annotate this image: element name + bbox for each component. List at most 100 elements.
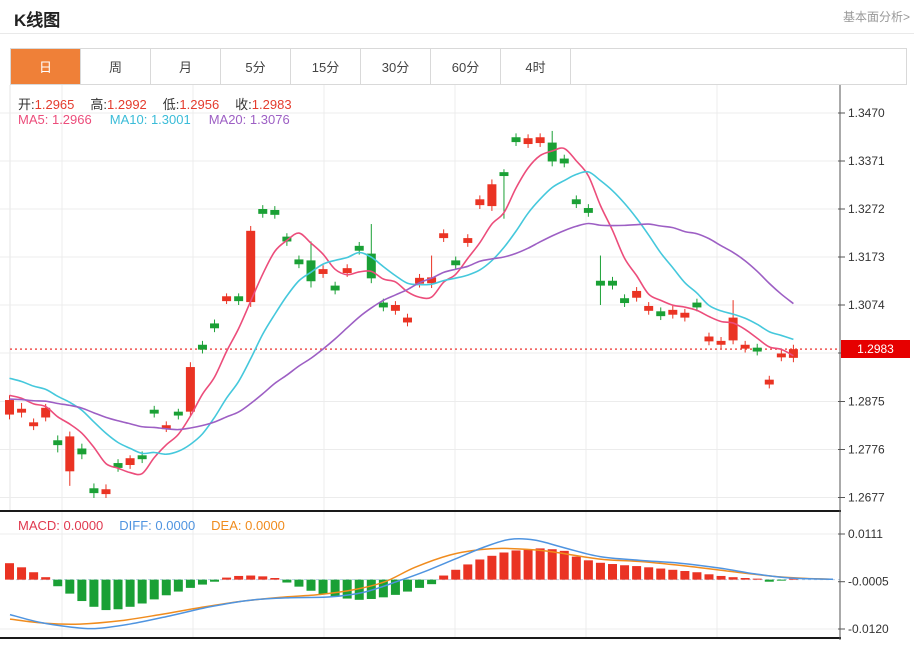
macd-bar (378, 579, 388, 598)
candle-body (294, 259, 304, 265)
candle-body (571, 199, 581, 205)
open-value: 1.2965 (34, 97, 75, 112)
macd-bar (559, 550, 569, 580)
ma5-value: MA5: 1.2966 (18, 112, 92, 127)
macd-bar (764, 579, 774, 582)
candle-body (632, 290, 642, 298)
macd-bar (583, 560, 593, 580)
macd-bar (17, 567, 27, 580)
macd-bar (716, 575, 726, 580)
macd-bar (680, 571, 690, 580)
macd-bar (210, 579, 220, 582)
y-axis-label: -0.0120 (848, 622, 889, 636)
macd-bar (595, 562, 605, 580)
macd-bar (53, 579, 63, 587)
page-title: K线图 (14, 11, 61, 30)
candle-body (318, 269, 328, 274)
candle-body (125, 458, 135, 465)
macd-bar (113, 579, 123, 610)
candle-body (644, 305, 654, 311)
open-label: 开: (18, 97, 35, 112)
tab-4hour[interactable]: 4时 (501, 49, 571, 84)
tab-monthly[interactable]: 月 (151, 49, 221, 84)
candle-body (487, 184, 497, 207)
candle-body (342, 268, 352, 273)
tab-daily[interactable]: 日 (11, 49, 81, 84)
macd-bar (752, 578, 762, 580)
macd-bar (632, 566, 642, 580)
y-axis-label: 1.2776 (848, 442, 885, 456)
candle-body (89, 488, 99, 494)
tab-weekly[interactable]: 周 (81, 49, 151, 84)
close-value: 1.2983 (251, 97, 292, 112)
ma5-line (9, 147, 794, 476)
macd-bar (451, 569, 461, 580)
macd-bar (439, 575, 449, 580)
candle-body (595, 280, 605, 286)
candle-body (306, 260, 316, 282)
macd-chart[interactable]: 0.0111 -0.0005 -0.0120 (0, 512, 914, 645)
macd-bar (511, 550, 521, 580)
macd-bar (499, 552, 509, 580)
macd-bar (354, 579, 364, 600)
candle-body (523, 138, 533, 145)
candle-body (463, 238, 473, 243)
candle-body (692, 302, 702, 308)
tabbar-filler (571, 49, 906, 84)
macd-bar (89, 579, 99, 607)
candle-body (402, 317, 412, 323)
candle-body (210, 323, 220, 329)
macd-bar (427, 579, 437, 585)
tab-30min[interactable]: 30分 (361, 49, 431, 84)
candle-body (5, 400, 14, 415)
candle-body (234, 296, 244, 302)
candle-body (246, 230, 256, 303)
low-value: 1.2956 (179, 97, 220, 112)
candle-body (728, 317, 738, 341)
candle-body (354, 245, 364, 251)
candle-body (752, 347, 762, 352)
candle-body (764, 379, 774, 385)
macd-bar (390, 579, 400, 595)
macd-bar (571, 556, 581, 580)
fundamental-analysis-link[interactable]: 基本面分析> (842, 10, 910, 24)
ma10-value: MA10: 1.3001 (109, 112, 191, 127)
macd-bar (282, 579, 292, 583)
tab-15min[interactable]: 15分 (291, 49, 361, 84)
y-axis-label: 1.3470 (848, 106, 885, 120)
macd-bar (475, 559, 485, 580)
macd-bar (402, 579, 412, 592)
y-axis-label: -0.0005 (848, 575, 889, 589)
high-label: 高: (90, 97, 108, 112)
candlestick-chart[interactable]: 1.3470 1.3371 1.3272 1.3173 1.3074 1.2875 1.27… (0, 85, 914, 512)
macd-bar (704, 574, 714, 580)
candle-body (366, 253, 376, 279)
macd-bar (644, 567, 654, 580)
candle-body (475, 199, 485, 206)
macd-bar (415, 579, 425, 588)
macd-bar (318, 579, 328, 595)
macd-bar (366, 579, 376, 599)
ma-legend: MA5: 1.2966 MA10: 1.3001 MA20: 1.3076 (18, 112, 290, 127)
tab-60min[interactable]: 60分 (431, 49, 501, 84)
macd-bar (620, 565, 630, 580)
macd-bar (185, 579, 195, 588)
candle-body (499, 172, 509, 177)
macd-bar (65, 579, 75, 594)
candle-body (161, 425, 171, 430)
macd-value: MACD: 0.0000 (18, 518, 104, 533)
macd-bar (234, 575, 244, 580)
macd-bar (149, 579, 159, 600)
candle-body (330, 285, 340, 291)
diff-line (9, 537, 834, 630)
macd-bar (161, 579, 171, 596)
current-price-badge: 1.2983 (841, 340, 910, 358)
macd-bar (77, 579, 87, 602)
macd-bar (728, 577, 738, 580)
tab-5min[interactable]: 5分 (221, 49, 291, 84)
candle-body (173, 411, 183, 416)
candle-body (17, 408, 27, 413)
macd-bar (740, 578, 750, 580)
candle-body (668, 309, 678, 315)
candle-body (547, 142, 557, 162)
